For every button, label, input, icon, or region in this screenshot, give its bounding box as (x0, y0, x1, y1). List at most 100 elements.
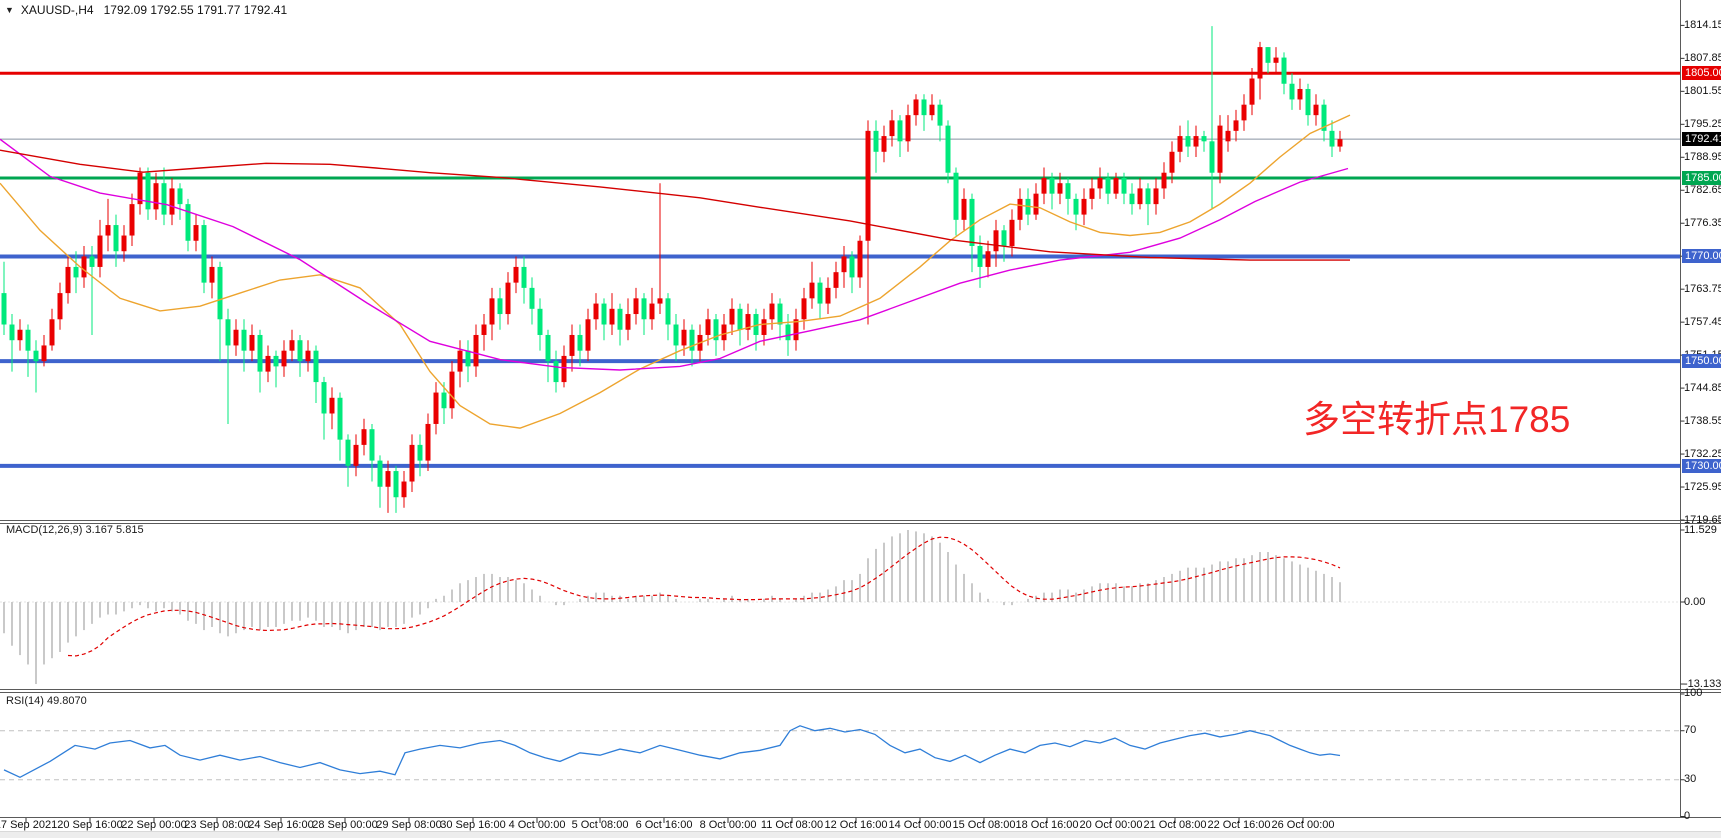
time-tick-label: 28 Sep 00:00 (312, 819, 378, 831)
candle-body (9, 324, 15, 341)
time-tick-label: 4 Oct 00:00 (508, 819, 566, 831)
rsi-tick-label: 70 (1684, 724, 1697, 737)
candle-body (865, 130, 871, 241)
candle-body (345, 439, 351, 466)
candle-body (145, 172, 151, 210)
candle-body (777, 303, 783, 325)
candle-body (73, 266, 79, 278)
candle-body (929, 104, 935, 116)
horizontal-scrollbar[interactable] (0, 831, 1721, 838)
time-tick-label: 20 Sep 16:00 (57, 819, 123, 831)
candle-body (209, 266, 215, 283)
annotation-text[interactable]: 多空转折点1785 (1303, 399, 1571, 440)
candle-body (1321, 104, 1327, 131)
candle-body (1121, 177, 1127, 194)
price-tick-label: 1795.25 (1684, 117, 1721, 130)
candle-body (593, 303, 599, 320)
candle-body (353, 444, 359, 466)
time-tick-label: 12 Oct 16:00 (824, 819, 888, 831)
candle-body (65, 266, 71, 294)
candle-body (1145, 188, 1151, 205)
candle-body (1241, 104, 1247, 121)
candle-body (761, 319, 767, 335)
candle-body (809, 282, 815, 299)
candle-body (425, 423, 431, 461)
candle-body (1129, 193, 1135, 205)
candle-body (25, 329, 31, 351)
candle-body (881, 136, 887, 152)
candle-body (89, 256, 95, 267)
candle-body (793, 319, 799, 341)
candle-body (1081, 198, 1087, 215)
rsi-tick-label: 30 (1684, 773, 1697, 786)
candle-body (1313, 104, 1319, 116)
time-tick-label: 22 Sep 00:00 (121, 819, 187, 831)
candle-body (1089, 188, 1095, 199)
candle-body (521, 266, 527, 288)
candle-body (161, 183, 167, 215)
candle-body (473, 334, 479, 367)
symbol-header: ▼ XAUUSD-,H4 1792.09 1792.55 1791.77 1792.… (5, 3, 287, 17)
price-tag-1730.00[interactable]: 1730.00 (1682, 458, 1721, 473)
candle-body (1033, 193, 1039, 215)
candle-body (993, 230, 999, 252)
candle-body (497, 298, 503, 315)
candle-body (1265, 47, 1271, 63)
candle-body (905, 115, 911, 142)
candle-body (1201, 136, 1207, 142)
candle-body (297, 340, 303, 362)
candle-body (49, 319, 55, 346)
candle-body (801, 298, 807, 320)
candle-body (1329, 130, 1335, 147)
time-tick-label: 24 Sep 16:00 (248, 819, 314, 831)
price-tag-1805.00[interactable]: 1805.00 (1682, 66, 1721, 81)
candle-body (961, 198, 967, 220)
candle-body (649, 303, 655, 320)
candle-body (289, 340, 295, 351)
symbol-period-label: XAUUSD-,H4 (20, 3, 94, 17)
time-tick-label: 14 Oct 00:00 (888, 819, 952, 831)
candle-body (1105, 177, 1111, 194)
price-tick-label: 1725.95 (1684, 480, 1721, 493)
candle-body (1193, 136, 1199, 147)
candle-body (1137, 188, 1143, 205)
price-tag-1770.00[interactable]: 1770.00 (1682, 249, 1721, 264)
candle-body (33, 350, 39, 362)
time-tick-label: 11 Oct 08:00 (760, 819, 824, 831)
candle-body (409, 444, 415, 482)
macd-tick-label: -13.133 (1684, 677, 1721, 690)
candle-body (753, 314, 759, 335)
price-tick-label: 1807.85 (1684, 51, 1721, 64)
candle-body (529, 287, 535, 309)
candle-body (465, 350, 471, 367)
candle-body (561, 355, 567, 383)
collapse-chevron-icon[interactable]: ▼ (5, 5, 14, 15)
candle-body (537, 308, 543, 335)
candle-body (713, 319, 719, 341)
candle-body (129, 204, 135, 236)
price-tag-1750.00[interactable]: 1750.00 (1682, 354, 1721, 369)
price-tick-label: 1814.15 (1684, 18, 1721, 31)
candle-body (305, 350, 311, 362)
candle-body (1009, 219, 1015, 246)
candle-body (137, 172, 143, 205)
candle-body (17, 329, 23, 341)
candle-body (1041, 177, 1047, 194)
rsi-tick-label: 100 (1684, 687, 1703, 700)
candle-body (1017, 198, 1023, 220)
candle-body (889, 120, 895, 137)
candle-body (873, 130, 879, 152)
candle-body (257, 334, 263, 372)
candle-body (369, 429, 375, 461)
candle-body (1113, 177, 1119, 194)
price-tag-1785.00[interactable]: 1785.00 (1682, 170, 1721, 185)
candle-body (769, 303, 775, 320)
macd-tick-label: 11.529 (1684, 523, 1717, 536)
candle-body (177, 188, 183, 205)
candle-body (377, 460, 383, 487)
candle-body (1337, 139, 1343, 147)
candle-body (1225, 130, 1231, 142)
candle-body (1073, 198, 1079, 215)
